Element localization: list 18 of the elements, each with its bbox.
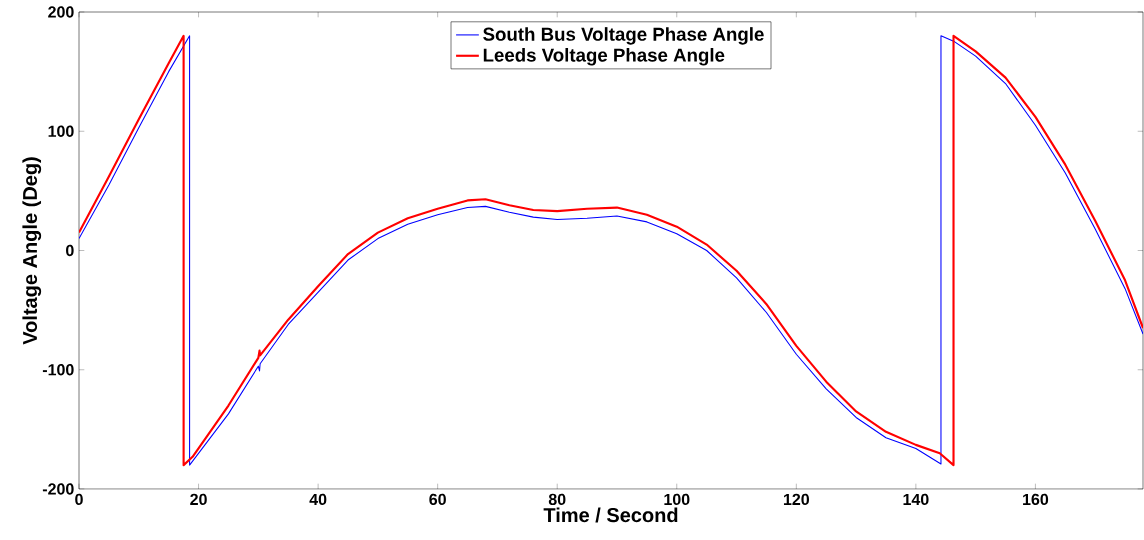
- legend-label: South Bus Voltage Phase Angle: [483, 27, 764, 45]
- x-tick-label: 100: [664, 493, 690, 506]
- legend-label: Leeds Voltage Phase Angle: [483, 48, 725, 66]
- y-tick-label: 100: [48, 125, 74, 137]
- y-tick-label: 200: [48, 6, 74, 18]
- x-tick-label: 80: [548, 493, 566, 506]
- y-tick-label: -100: [42, 364, 74, 376]
- x-axis-title: Time / Second: [543, 507, 678, 523]
- x-tick-label: 160: [1023, 493, 1049, 506]
- x-tick-label: 0: [75, 493, 83, 506]
- x-tick-label: 140: [903, 493, 929, 506]
- x-tick-label: 40: [309, 493, 327, 506]
- y-axis-title: Voltage Angle (Deg): [22, 157, 42, 345]
- x-tick-label: 120: [783, 493, 809, 506]
- y-tick-label: 0: [66, 244, 74, 257]
- y-tick-label: -200: [42, 483, 74, 495]
- x-tick-label: 20: [190, 493, 207, 506]
- x-tick-label: 60: [429, 493, 446, 506]
